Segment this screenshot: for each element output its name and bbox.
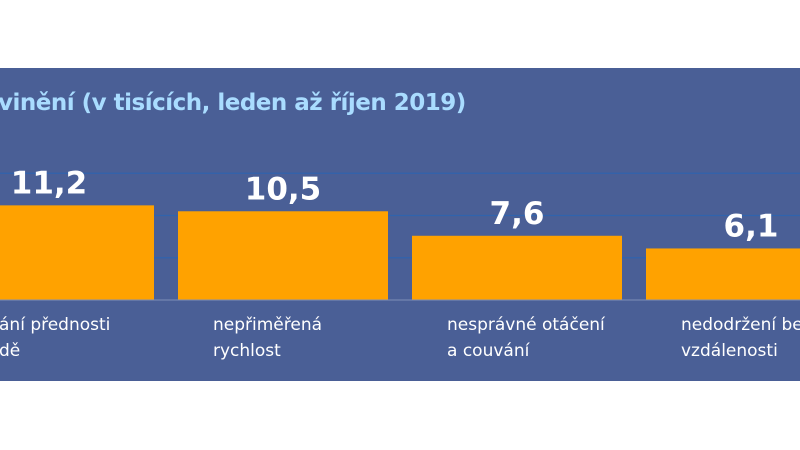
bar: [0, 205, 154, 300]
category-label: nesprávné otáčení a couvání: [447, 315, 605, 361]
value-label: 7,6: [490, 196, 545, 232]
value-label: 10,5: [245, 171, 322, 207]
chart-panel: vinění (v tisících, leden až říjen 2019)…: [0, 68, 800, 381]
bar: [178, 211, 388, 300]
category-label: nedodržení bez vzdálenosti: [681, 315, 800, 361]
category-label: nepřiměřená rychlost: [213, 315, 323, 361]
chart-title: vinění (v tisících, leden až říjen 2019): [0, 90, 466, 116]
bar: [412, 235, 622, 300]
value-label: 11,2: [11, 165, 88, 201]
bar-chart: 11,2 10,5 7,6 6,1: [0, 165, 800, 301]
category-label: ání přednosti dě: [0, 315, 111, 361]
value-label: 6,1: [724, 208, 779, 244]
bar: [646, 248, 800, 300]
